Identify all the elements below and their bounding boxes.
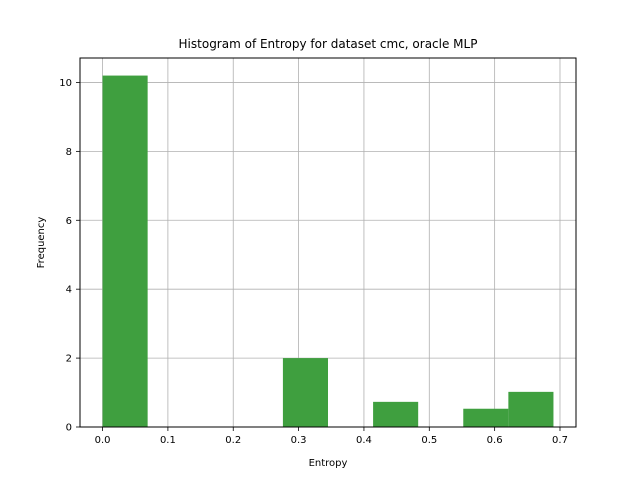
y-tick-label: 8	[66, 147, 72, 158]
y-tick-label: 0	[66, 423, 72, 434]
x-tick-label: 0.3	[291, 435, 307, 446]
y-axis-ticks: 0 2 4 6 8 10	[59, 78, 80, 434]
y-axis-label: Frequency	[36, 217, 47, 269]
x-axis-label: Entropy	[309, 458, 348, 469]
y-tick-label: 2	[66, 354, 72, 365]
histogram-bar	[102, 75, 148, 428]
x-tick-label: 0.6	[487, 435, 503, 446]
histogram-bars	[102, 75, 554, 428]
x-tick-label: 0.7	[552, 435, 568, 446]
x-tick-label: 0.1	[160, 435, 176, 446]
x-tick-label: 0.4	[356, 435, 372, 446]
histogram-bar	[373, 401, 419, 427]
y-tick-label: 6	[66, 216, 72, 227]
x-tick-label: 0.0	[95, 435, 111, 446]
y-tick-label: 10	[59, 78, 72, 89]
histogram-bar	[282, 358, 328, 427]
x-tick-label: 0.2	[225, 435, 241, 446]
y-tick-label: 4	[66, 285, 72, 296]
chart-title: Histogram of Entropy for dataset cmc, or…	[179, 37, 478, 51]
x-tick-label: 0.5	[421, 435, 437, 446]
plot-frame	[79, 57, 577, 428]
histogram-bar	[463, 408, 509, 427]
histogram-bar	[508, 391, 554, 427]
x-axis-ticks: 0.0 0.1 0.2 0.3 0.4 0.5 0.6 0.7	[95, 427, 568, 446]
